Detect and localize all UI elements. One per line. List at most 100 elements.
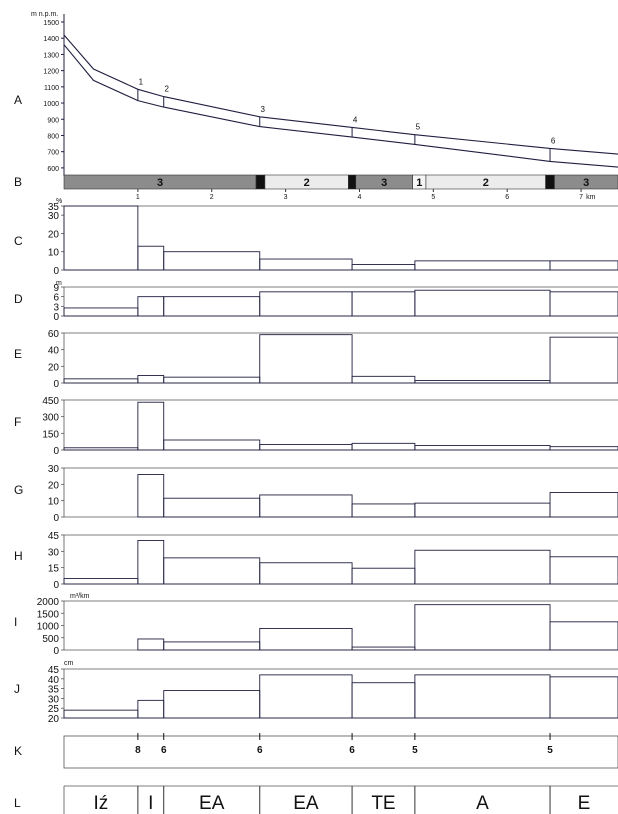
reach-segment-label: 3: [157, 177, 163, 189]
bar-G: [137, 474, 165, 518]
boundary-label-K: 5: [412, 745, 418, 756]
bar-C: [414, 260, 551, 271]
y-tick-label-D: 0: [53, 312, 59, 323]
y-tick-label-C: 30: [48, 211, 60, 222]
reach-segment: [255, 174, 266, 190]
panel-label-D: D: [14, 292, 23, 306]
bar-H: [414, 549, 551, 585]
panel-label-E: E: [14, 347, 22, 361]
bar-J: [259, 674, 353, 719]
strip-K: [63, 735, 618, 769]
bar-G: [351, 503, 416, 518]
y-unit-A: m n.p.m.: [31, 11, 58, 18]
bar-D: [163, 296, 261, 317]
panel-label-L: L: [14, 796, 21, 810]
y-tick-label-J: 40: [48, 675, 60, 686]
bar-I: [414, 604, 551, 651]
bar-D: [549, 291, 618, 317]
y-tick-label-C: 0: [53, 266, 59, 277]
profile-point-label: 5: [416, 123, 421, 132]
x-tick-label-B: 1: [136, 194, 140, 201]
y-tick-label-F: 300: [42, 413, 59, 424]
bar-I: [163, 641, 261, 651]
reach-segment-label: 2: [483, 177, 489, 189]
bar-D: [414, 289, 551, 317]
cell-label-L: EA: [199, 793, 225, 814]
y-tick-label-G: 30: [48, 464, 60, 475]
panels-layer: Am n.p.m.1500140013001200110010009008007…: [14, 11, 618, 814]
bar-I: [259, 627, 353, 651]
profile-point-label: 2: [164, 85, 169, 94]
y-unit-I: m³/km: [70, 593, 90, 600]
y-tick-label-E: 40: [48, 346, 60, 357]
y-tick-label-A: 700: [47, 150, 59, 157]
bar-J: [63, 709, 139, 719]
reach-segment: [348, 174, 357, 190]
bar-C: [549, 260, 618, 271]
bar-D: [351, 291, 416, 317]
reach-segment: [545, 174, 555, 190]
panel-label-K: K: [14, 744, 22, 758]
bar-C: [137, 245, 165, 271]
bar-E: [549, 336, 618, 384]
y-tick-label-I: 1500: [37, 609, 60, 620]
y-tick-label-F: 150: [42, 429, 59, 440]
cell-label-L: I: [148, 793, 153, 814]
profile-point-label: 1: [139, 77, 144, 86]
bar-I: [549, 621, 618, 651]
boundary-label-K: 6: [161, 745, 167, 756]
y-tick-label-A: 1000: [43, 101, 59, 108]
bar-E: [259, 334, 353, 384]
profile-line-2: [63, 44, 618, 168]
y-unit-C: %: [56, 198, 62, 205]
y-tick-label-A: 1200: [43, 69, 59, 76]
bar-J: [163, 690, 261, 719]
bar-C: [351, 264, 416, 271]
y-tick-label-J: 25: [48, 704, 60, 715]
bar-E: [414, 380, 551, 384]
bar-G: [163, 497, 261, 518]
bar-F: [549, 446, 618, 451]
profile-point-label: 4: [353, 115, 358, 124]
x-tick-label-B: 5: [431, 194, 435, 201]
y-tick-label-F: 450: [42, 396, 59, 407]
panel-label-I: I: [14, 615, 17, 629]
bar-H: [163, 557, 261, 585]
y-tick-label-A: 800: [47, 133, 59, 140]
y-tick-label-C: 35: [48, 202, 60, 213]
bar-H: [259, 562, 353, 585]
bar-H: [549, 556, 618, 585]
reach-segment-label: 2: [304, 177, 310, 189]
panel-label-B: B: [14, 175, 22, 189]
bar-E: [137, 375, 165, 384]
y-tick-label-E: 60: [48, 329, 60, 340]
cell-label-L: TE: [371, 793, 395, 814]
bar-J: [351, 682, 416, 719]
y-tick-label-H: 30: [48, 547, 60, 558]
bar-F: [414, 445, 551, 451]
y-tick-label-H: 0: [53, 580, 59, 591]
x-tick-label-B: 3: [284, 194, 288, 201]
panel-label-C: C: [14, 234, 23, 248]
y-tick-label-I: 0: [53, 646, 59, 657]
cell-label-L: E: [578, 793, 591, 814]
panel-label-G: G: [14, 483, 23, 497]
y-tick-label-I: 1000: [37, 622, 60, 633]
panel-label-A: A: [14, 93, 22, 107]
bar-G: [414, 502, 551, 518]
bar-F: [163, 439, 261, 451]
cell-label-L: A: [476, 793, 489, 814]
cell-label-L: EA: [293, 793, 319, 814]
bar-E: [63, 378, 139, 384]
y-tick-label-A: 900: [47, 117, 59, 124]
bar-C: [163, 251, 261, 271]
bar-H: [63, 578, 139, 585]
x-unit-B: km: [586, 194, 596, 201]
bar-E: [351, 375, 416, 384]
y-tick-label-A: 1500: [43, 20, 59, 27]
bar-J: [414, 674, 551, 719]
y-unit-J: cm: [64, 660, 74, 667]
cell-label-L: Iź: [94, 793, 109, 814]
y-tick-label-J: 45: [48, 665, 60, 676]
